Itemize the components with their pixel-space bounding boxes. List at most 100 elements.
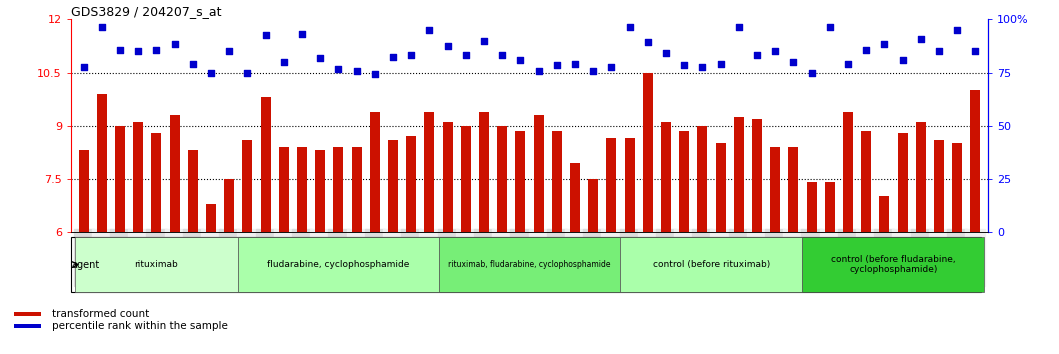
Point — [767, 48, 784, 54]
Text: percentile rank within the sample: percentile rank within the sample — [52, 321, 228, 331]
Bar — [297, 147, 307, 232]
Point — [384, 54, 401, 59]
Point — [640, 40, 657, 45]
Bar — [316, 150, 325, 232]
Bar — [352, 147, 361, 232]
Bar — [570, 163, 580, 232]
Bar — [716, 143, 725, 232]
Text: agent: agent — [71, 259, 100, 270]
Bar — [879, 196, 890, 232]
Point — [420, 27, 437, 33]
Bar — [151, 133, 161, 232]
Bar — [407, 136, 416, 232]
Text: rituximab: rituximab — [134, 260, 178, 269]
Bar — [825, 182, 834, 232]
Bar — [752, 119, 762, 232]
Point — [694, 64, 711, 70]
Bar — [970, 90, 981, 232]
Bar — [425, 112, 434, 232]
Bar — [261, 97, 271, 232]
Bar — [243, 140, 252, 232]
Point — [712, 61, 729, 67]
Bar — [625, 138, 634, 232]
Bar — [588, 179, 598, 232]
Bar — [74, 237, 238, 292]
Point — [858, 47, 875, 52]
Bar — [133, 122, 143, 232]
Bar — [621, 237, 803, 292]
Bar — [238, 237, 438, 292]
Point — [184, 61, 201, 67]
Bar — [552, 131, 561, 232]
Point — [93, 24, 110, 29]
Bar — [534, 115, 543, 232]
Text: control (before fludarabine,
cyclophosphamide): control (before fludarabine, cyclophosph… — [831, 255, 955, 274]
Bar — [187, 150, 198, 232]
Bar — [516, 131, 525, 232]
Point — [330, 66, 347, 72]
Bar — [679, 131, 689, 232]
Point — [912, 36, 929, 42]
Point — [603, 64, 620, 70]
Point — [166, 41, 183, 47]
Point — [275, 59, 292, 65]
Point — [366, 72, 383, 77]
Point — [531, 68, 548, 74]
Bar — [370, 112, 380, 232]
Point — [202, 70, 219, 75]
Bar — [96, 94, 107, 232]
Point — [658, 50, 675, 56]
Bar — [207, 204, 216, 232]
Bar — [279, 147, 289, 232]
Point — [130, 48, 147, 54]
Bar — [952, 143, 963, 232]
Point — [111, 47, 128, 52]
Point — [457, 52, 474, 58]
Bar — [115, 126, 125, 232]
Point — [967, 48, 984, 54]
Point — [567, 61, 584, 67]
Point — [148, 47, 165, 52]
Bar — [607, 138, 616, 232]
Text: control (before rituximab): control (before rituximab) — [652, 260, 770, 269]
Bar — [169, 115, 180, 232]
Point — [511, 57, 528, 63]
Point — [676, 63, 693, 68]
Bar — [807, 182, 816, 232]
Bar — [934, 140, 944, 232]
Point — [239, 70, 256, 75]
Bar — [734, 117, 743, 232]
Point — [220, 48, 237, 54]
Bar — [443, 122, 452, 232]
Point — [840, 61, 857, 67]
Point — [348, 68, 365, 74]
Bar — [225, 179, 234, 232]
Bar — [843, 112, 852, 232]
Text: fludarabine, cyclophosphamide: fludarabine, cyclophosphamide — [267, 260, 410, 269]
Bar — [861, 131, 872, 232]
Point — [293, 31, 310, 36]
Point — [931, 48, 948, 54]
Point — [402, 52, 419, 58]
Text: GDS3829 / 204207_s_at: GDS3829 / 204207_s_at — [71, 5, 221, 18]
Bar — [14, 312, 41, 316]
Bar — [788, 147, 798, 232]
Bar — [661, 122, 671, 232]
Bar — [898, 133, 908, 232]
Point — [439, 43, 456, 49]
Bar — [334, 147, 343, 232]
Point — [749, 52, 766, 58]
Bar — [698, 126, 707, 232]
Point — [493, 52, 510, 58]
Bar — [643, 73, 652, 232]
Point — [894, 57, 911, 63]
Point — [785, 59, 802, 65]
Point — [731, 24, 748, 29]
Bar — [388, 140, 398, 232]
Point — [585, 68, 602, 74]
Bar — [78, 150, 89, 232]
Bar — [14, 324, 41, 328]
Point — [949, 27, 966, 33]
Point — [622, 24, 639, 29]
Bar — [479, 112, 489, 232]
